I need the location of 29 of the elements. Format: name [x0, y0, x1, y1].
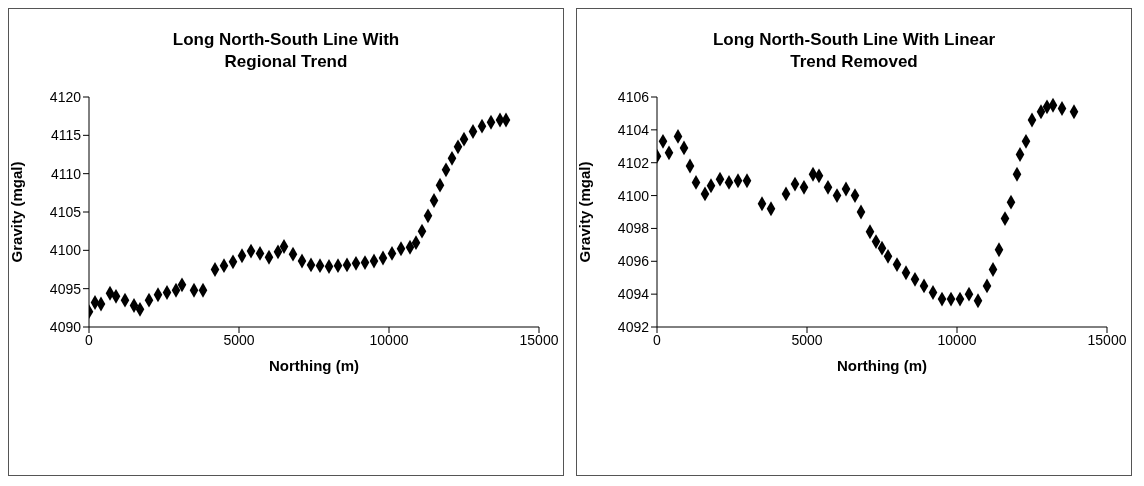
chart-title: Long North-South Line With Linear Trend Removed — [711, 29, 997, 73]
y-tick-label: 4100 — [49, 242, 82, 259]
y-tick-label: 4105 — [49, 203, 82, 220]
y-axis-title: Gravity (mgal) — [8, 161, 26, 263]
y-tick-label: 4106 — [617, 88, 650, 105]
x-axis-title: Northing (m) — [269, 357, 359, 374]
y-tick-label: 4092 — [617, 318, 650, 335]
x-axis-title: Northing (m) — [837, 357, 927, 374]
y-tick-label: 4098 — [617, 220, 650, 237]
y-axis-title: Gravity (mgal) — [576, 161, 594, 263]
x-tick-label: 5000 — [223, 331, 255, 348]
x-tick-label: 10000 — [369, 331, 409, 348]
y-tick-label: 4115 — [50, 127, 82, 144]
x-tick-label: 0 — [85, 331, 94, 348]
y-tick-label: 4110 — [50, 165, 82, 182]
y-tick-label: 4095 — [49, 280, 82, 297]
x-tick-label: 15000 — [519, 331, 559, 348]
y-tick-label: 4094 — [617, 286, 650, 303]
y-tick-label: 4102 — [617, 154, 650, 171]
y-tick-label: 4090 — [49, 318, 82, 335]
y-tick-label: 4096 — [617, 253, 650, 270]
x-tick-label: 10000 — [937, 331, 977, 348]
y-tick-label: 4104 — [617, 121, 650, 138]
y-tick-label: 4100 — [617, 187, 650, 204]
y-tick-label: 4120 — [49, 88, 82, 105]
x-tick-label: 15000 — [1087, 331, 1127, 348]
x-tick-label: 0 — [653, 331, 662, 348]
chart-title: Long North-South Line With Regional Trend — [171, 29, 401, 73]
x-tick-label: 5000 — [791, 331, 823, 348]
